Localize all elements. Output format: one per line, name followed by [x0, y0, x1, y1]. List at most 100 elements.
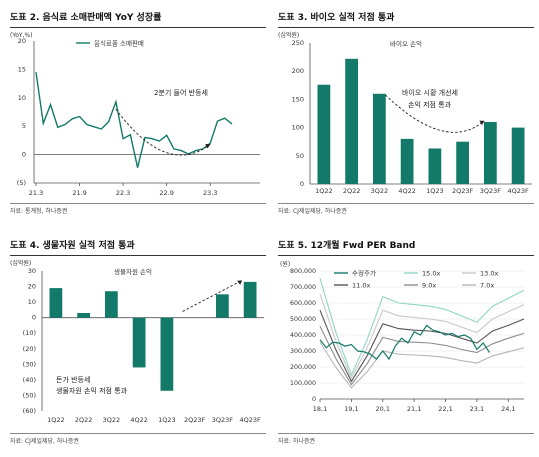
legend-label: 13.0x [480, 270, 498, 278]
trend-arrowhead [205, 143, 211, 149]
series-line-retail [35, 72, 233, 168]
source-rule [10, 433, 266, 434]
livestock-profit-chart: (십억원)30 20 10 0 (10) (20) (30) (40) (50) (60) 1Q22… [10, 259, 264, 424]
y-tick-label: 100 [292, 124, 304, 132]
x-tick-label: 1Q22 [315, 187, 333, 195]
y-tick-label: 500,000 [290, 316, 316, 323]
y-unit-label: (십억원) [278, 31, 299, 39]
y-tick-label: (20) [23, 345, 36, 353]
band-line-7.0x [319, 341, 525, 389]
annotation-text: 돈가 반등세 [56, 375, 90, 384]
panel-title: 도표 4. 생물자원 실적 저점 통과 [10, 241, 135, 251]
x-tick-label: 2Q22 [75, 416, 93, 424]
bar-3Q22 [372, 93, 386, 184]
annotation-text: 2분기 들어 반등세 [154, 88, 208, 97]
x-tick-label: 21.3 [29, 189, 43, 197]
x-tick-label: 18,1 [313, 405, 327, 413]
y-tick-label: 800,000 [290, 268, 316, 275]
y-tick-label: 600,000 [290, 300, 316, 307]
legend-label: 9.0x [422, 282, 436, 290]
source-rule [278, 203, 534, 204]
y-unit-label: (원) [280, 260, 290, 268]
trend-arrow [182, 279, 243, 312]
legend-label: 음식료품 소매판매 [94, 39, 144, 48]
y-tick-label: 150 [292, 95, 304, 103]
x-tick-label: 24,1 [501, 405, 515, 413]
bar-1Q23 [428, 148, 442, 184]
source-note: 자료: 하나증권 [278, 438, 316, 445]
series-label: 생물자원 손익 [114, 267, 152, 276]
bar-3Q23F [483, 121, 497, 184]
retail-sales-chart: (YoY,%)20 15 10 5 0 (5)21.3 21.9 22.3 22.9 23.3 음식… [10, 32, 260, 197]
x-tick-label: 3Q22 [371, 187, 389, 195]
y-tick-label: 250 [292, 39, 304, 47]
title-rule [278, 27, 534, 28]
panel-bio-profit: 도표 3. 바이오 실적 저점 통과 (십억원) 250 200 150 100 50 0 1… [278, 8, 534, 220]
bar-1Q22 [49, 288, 63, 318]
trend-arrowhead [237, 280, 243, 285]
y-tick-label: 700,000 [290, 284, 316, 291]
panel-title: 도표 3. 바이오 실적 저점 통과 [278, 13, 395, 23]
x-tick-label: 1Q22 [47, 416, 65, 424]
x-tick-label: 20,1 [376, 405, 390, 413]
source-rule [10, 203, 266, 204]
source-note: 자료: CJ제일제당, 하나증권 [278, 208, 347, 215]
y-tick-label: 5 [22, 122, 26, 130]
bar-4Q23F [243, 281, 257, 318]
per-band-chart: (원)800,000 700,000 600,000 500,000 400,000 30… [280, 260, 525, 413]
x-tick-label: 4Q23F [239, 416, 261, 424]
panel-livestock-profit: 도표 4. 생물자원 실적 저점 통과 (십억원) 30 20 10 0 (10) (20)… [10, 236, 266, 450]
x-tick-label: 22.3 [116, 189, 130, 197]
y-tick-label: (50) [23, 391, 36, 399]
bio-profit-chart: (십억원)250 200 150 100 50 0 1Q22 2Q22 3Q22 4Q22 1Q23… [278, 31, 532, 195]
bar-1Q23 [160, 317, 174, 391]
y-tick-label: 400,000 [290, 332, 316, 339]
source-note: 자료: 통계청, 하나증권 [10, 208, 68, 215]
trend-arrow [115, 108, 211, 156]
bar-2Q23F [456, 141, 470, 184]
x-tick-label: 1Q23 [158, 416, 176, 424]
y-tick-label: (60) [23, 407, 36, 415]
panel-title: 도표 2. 음식료 소매판매액 YoY 성장률 [10, 13, 162, 23]
x-tick-label: 22.9 [159, 189, 173, 197]
x-tick-label: 4Q23F [507, 187, 529, 195]
y-tick-label: 30 [28, 267, 36, 275]
y-tick-label: (40) [23, 376, 36, 384]
y-tick-label: (5) [17, 179, 26, 187]
y-tick-label: 100,000 [290, 380, 316, 387]
x-tick-label: 3Q23F [480, 187, 502, 195]
y-tick-label: 10 [28, 298, 36, 306]
bar-3Q22 [104, 291, 118, 318]
y-tick-label: 15 [18, 65, 26, 73]
x-tick-label: 2Q23F [452, 187, 474, 195]
band-line-13.0x [319, 294, 525, 380]
bar-1Q22 [317, 84, 331, 184]
y-tick-label: 0 [32, 314, 36, 322]
legend-label: 15.0x [422, 270, 440, 278]
source-rule [278, 433, 534, 434]
bar-4Q22 [132, 317, 146, 368]
title-rule [278, 255, 534, 256]
y-tick-label: 0 [300, 180, 304, 188]
legend-label: 11.0x [352, 282, 370, 290]
y-tick-label: 200,000 [290, 364, 316, 371]
legend-label: 수정주가 [352, 269, 376, 278]
price-line [319, 324, 491, 361]
bar-3Q23F [215, 294, 229, 318]
y-tick-label: (10) [23, 329, 36, 337]
trend-arrowhead [479, 120, 485, 126]
y-tick-label: 0 [22, 151, 26, 159]
x-tick-label: 3Q23F [212, 416, 234, 424]
bar-4Q22 [400, 138, 414, 184]
source-note: 자료: CJ제일제당, 하나증권 [10, 438, 79, 445]
x-tick-label: 2Q23F [184, 416, 206, 424]
band-line-9.0x [319, 325, 525, 386]
band-line-15.0x [319, 278, 525, 377]
panel-title: 도표 5. 12개월 Fwd PER Band [278, 241, 416, 251]
x-tick-label: 19,1 [344, 405, 358, 413]
annotation-text: 손익 저점 통과 [408, 100, 452, 109]
y-tick-label: 10 [18, 94, 26, 102]
x-tick-label: 2Q22 [343, 187, 361, 195]
bar-4Q23F [511, 127, 525, 184]
y-unit-label: (YoY,%) [10, 32, 33, 39]
